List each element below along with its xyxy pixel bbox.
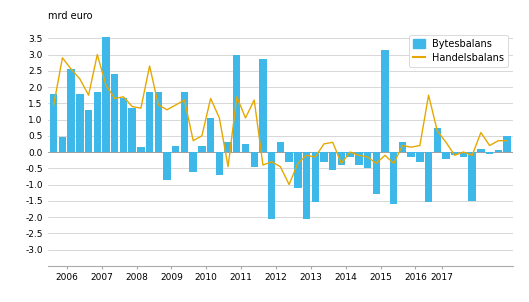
Bar — [285, 152, 293, 162]
Bar — [460, 152, 467, 157]
Bar — [495, 150, 502, 152]
Bar — [390, 152, 397, 204]
Legend: Bytesbalans, Handelsbalans: Bytesbalans, Handelsbalans — [409, 35, 508, 67]
Bar — [277, 142, 284, 152]
Bar — [364, 152, 371, 168]
Bar — [303, 152, 310, 219]
Bar — [503, 136, 510, 152]
Bar — [198, 146, 206, 152]
Bar — [50, 94, 58, 152]
Bar — [242, 144, 249, 152]
Bar — [329, 152, 336, 170]
Bar — [469, 152, 476, 201]
Bar — [76, 94, 84, 152]
Bar — [338, 152, 345, 165]
Bar — [224, 142, 232, 152]
Bar — [154, 92, 162, 152]
Bar — [346, 152, 354, 157]
Bar — [67, 69, 75, 152]
Bar — [425, 152, 432, 202]
Bar — [207, 118, 214, 152]
Bar — [189, 152, 197, 172]
Bar — [172, 146, 179, 152]
Bar — [85, 110, 92, 152]
Bar — [120, 98, 127, 152]
Bar — [111, 74, 118, 152]
Bar — [129, 108, 136, 152]
Bar — [416, 152, 424, 162]
Bar — [442, 152, 450, 159]
Bar — [259, 59, 267, 152]
Bar — [163, 152, 171, 180]
Bar — [294, 152, 302, 188]
Bar — [312, 152, 319, 202]
Bar — [372, 152, 380, 194]
Bar — [486, 152, 494, 154]
Bar — [268, 152, 276, 219]
Bar — [181, 92, 188, 152]
Bar — [102, 37, 110, 152]
Bar — [451, 152, 459, 155]
Bar — [216, 152, 223, 175]
Bar — [94, 92, 101, 152]
Bar — [137, 147, 144, 152]
Bar — [381, 50, 389, 152]
Bar — [355, 152, 362, 165]
Text: mrd euro: mrd euro — [48, 11, 92, 21]
Bar — [320, 152, 327, 162]
Bar — [477, 149, 485, 152]
Bar — [407, 152, 415, 157]
Bar — [233, 55, 241, 152]
Bar — [399, 142, 406, 152]
Bar — [434, 128, 441, 152]
Bar — [59, 137, 66, 152]
Bar — [146, 92, 153, 152]
Bar — [251, 152, 258, 167]
